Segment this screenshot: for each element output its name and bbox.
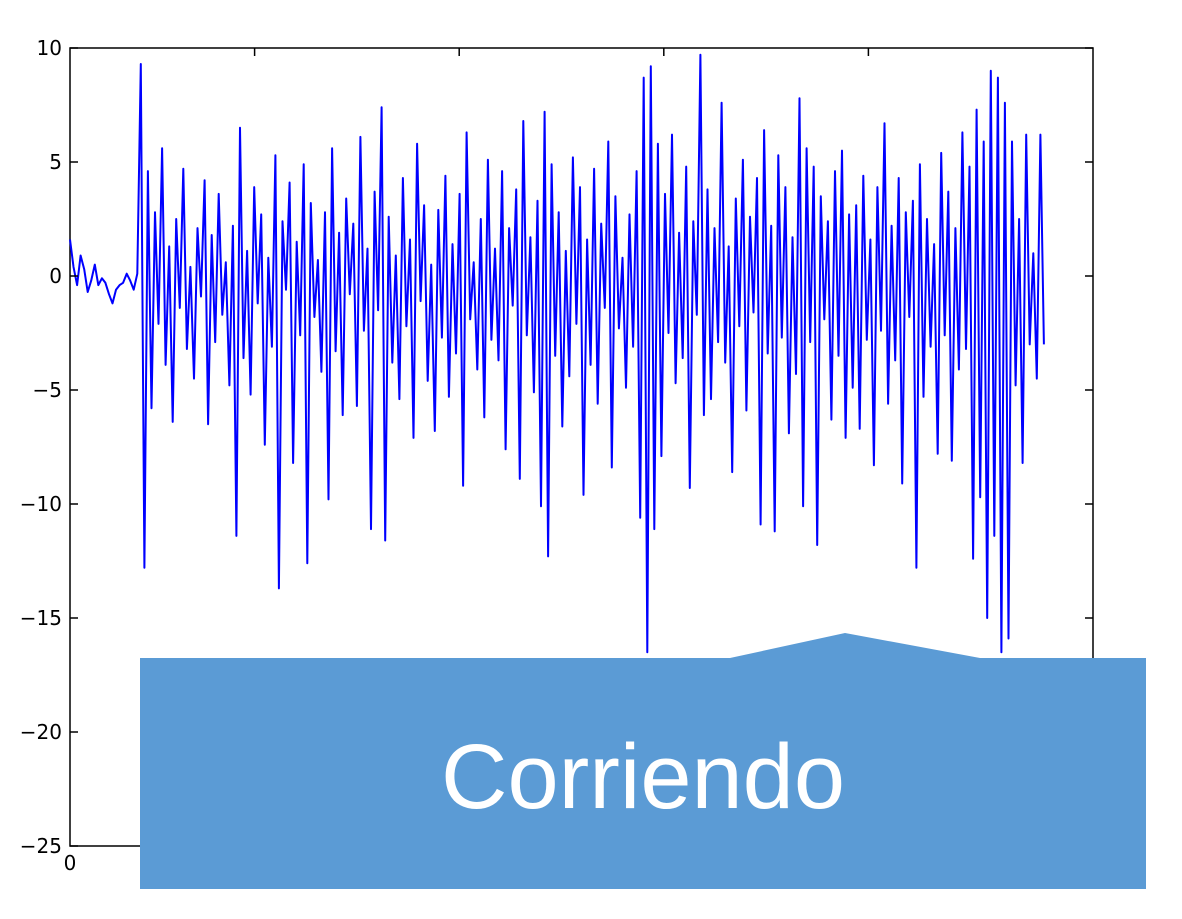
y-tick-label: 0 [49,264,62,288]
callout-label: Corriendo [441,726,845,828]
y-tick-label: −20 [20,720,62,744]
x-tick-label: 0 [64,851,77,875]
y-tick-label: −10 [20,492,62,516]
y-tick-label: −5 [33,378,62,402]
callout-box: Corriendo [140,633,1146,889]
y-tick-label: −15 [20,606,62,630]
series-line-0 [69,53,1045,654]
y-tick-label: 5 [49,150,62,174]
y-tick-label: 10 [37,36,62,60]
callout-shape [140,633,1146,889]
y-tick-label: −25 [20,834,62,858]
